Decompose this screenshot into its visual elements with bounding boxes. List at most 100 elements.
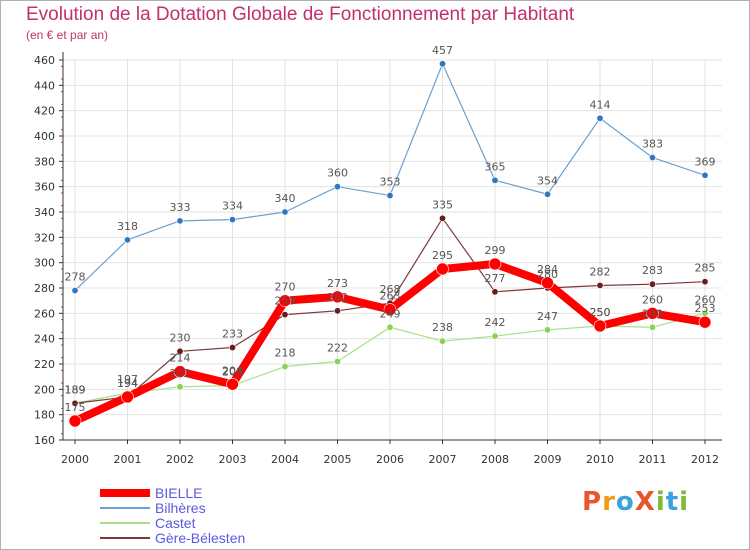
proxiti-logo: ProXiti	[582, 487, 690, 517]
data-label-bielle: 270	[275, 281, 296, 294]
data-point-bielle	[436, 262, 449, 276]
data-point-bielle	[383, 303, 397, 316]
data-label-bilh-res: 340	[275, 192, 296, 205]
data-label-g-re-b-lesten: 280	[537, 268, 558, 281]
x-tick-label: 2010	[586, 453, 614, 466]
data-point-g-re-b-lesten	[71, 399, 79, 407]
data-point-bielle	[593, 319, 607, 333]
data-label-castet: 189	[65, 383, 86, 396]
data-point-bilh-res	[648, 154, 656, 162]
data-label-bilh-res: 457	[432, 44, 453, 57]
data-point-castet	[281, 363, 289, 371]
data-label-castet: 260	[695, 293, 716, 306]
chart-subtitle: (en € et par an)	[26, 28, 109, 42]
data-label-bilh-res: 334	[222, 200, 243, 213]
data-label-g-re-b-lesten: 285	[695, 262, 716, 275]
data-point-bilh-res	[701, 171, 709, 179]
x-tick-label: 2011	[639, 453, 667, 466]
data-label-g-re-b-lesten: 189	[65, 383, 86, 396]
data-label-bielle: 214	[170, 352, 191, 365]
data-label-bilh-res: 414	[590, 98, 611, 111]
x-tick-label: 2009	[534, 453, 562, 466]
axes: 160 180 200 220 240 260 280 300 320 340 360 380 400 4…	[34, 52, 722, 466]
x-tick-label: 2006	[376, 453, 404, 466]
data-label-castet: 247	[537, 310, 558, 323]
data-point-bilh-res	[71, 287, 79, 295]
chart-title: Evolution de la Dotation Globale de Fonc…	[26, 4, 575, 25]
data-label-bilh-res: 360	[327, 167, 348, 180]
data-point-bielle	[646, 307, 659, 320]
y-tick-label: 440	[34, 79, 55, 92]
data-point-bilh-res	[124, 236, 132, 244]
data-point-bielle	[226, 377, 239, 391]
data-point-g-re-b-lesten	[333, 307, 341, 315]
data-point-g-re-b-lesten	[438, 214, 446, 222]
data-point-bielle	[331, 290, 344, 304]
y-tick-label: 260	[34, 307, 55, 320]
data-point-castet	[648, 323, 656, 331]
data-label-bilh-res: 383	[642, 138, 663, 151]
data-point-bielle	[488, 257, 502, 271]
x-tick-label: 2008	[481, 453, 509, 466]
data-point-bilh-res	[176, 217, 184, 225]
data-label-g-re-b-lesten: 262	[327, 291, 348, 304]
data-point-castet	[438, 337, 446, 345]
y-tick-label: 220	[34, 358, 55, 371]
x-tick-label: 2004	[271, 453, 299, 466]
data-label-bielle: 284	[537, 263, 558, 276]
data-label-castet: 238	[432, 321, 453, 334]
data-label-bielle: 194	[117, 377, 138, 390]
data-point-castet	[491, 332, 499, 340]
data-point-castet	[176, 383, 184, 391]
series-lines	[68, 60, 712, 428]
x-tick-label: 2000	[61, 453, 89, 466]
y-tick-label: 200	[34, 383, 55, 396]
data-label-castet: 250	[590, 306, 611, 319]
data-point-g-re-b-lesten	[281, 311, 289, 319]
data-label-g-re-b-lesten: 277	[485, 272, 506, 285]
data-label-bielle: 273	[327, 277, 348, 290]
x-tick-label: 2012	[691, 453, 719, 466]
data-point-g-re-b-lesten	[176, 347, 184, 355]
data-label-castet: 197	[117, 373, 138, 386]
data-point-bilh-res	[543, 190, 551, 198]
y-tick-label: 320	[34, 231, 55, 244]
data-label-bielle: 175	[65, 401, 86, 414]
data-label-castet: 242	[485, 316, 506, 329]
data-point-g-re-b-lesten	[491, 288, 499, 296]
data-point-bilh-res	[333, 183, 341, 191]
grid	[63, 59, 722, 441]
data-point-castet	[543, 326, 551, 334]
data-label-g-re-b-lesten: 283	[642, 264, 663, 277]
y-tick-label: 420	[34, 105, 55, 118]
data-label-bielle: 253	[695, 302, 716, 315]
data-label-castet: 249	[642, 307, 663, 320]
data-label-castet: 202	[170, 367, 191, 380]
data-label-bilh-res: 333	[170, 201, 191, 214]
data-labels: 278 318 333 334 340 360 353 457 365 354 414 383 369 1…	[65, 44, 716, 414]
data-point-bielle	[541, 276, 554, 290]
data-point-bielle	[121, 390, 134, 404]
x-tick-label: 2002	[166, 453, 194, 466]
data-label-g-re-b-lesten: 282	[590, 265, 611, 278]
y-tick-label: 300	[34, 257, 55, 270]
y-tick-label: 180	[34, 409, 55, 422]
y-tick-label: 340	[34, 206, 55, 219]
y-tick-label: 280	[34, 282, 55, 295]
x-tick-label: 2007	[429, 453, 457, 466]
data-point-bielle	[698, 315, 712, 329]
data-label-bielle: 260	[642, 293, 663, 306]
data-label-g-re-b-lesten: 230	[170, 331, 191, 344]
data-label-castet: 203	[222, 366, 243, 379]
y-tick-label: 240	[34, 333, 55, 346]
data-label-bilh-res: 318	[117, 220, 138, 233]
data-point-castet	[386, 323, 394, 331]
data-point-g-re-b-lesten	[648, 280, 656, 288]
data-point-castet	[333, 357, 341, 365]
data-label-castet: 218	[275, 347, 296, 360]
data-point-g-re-b-lesten	[596, 281, 604, 289]
y-tick-label: 160	[34, 434, 55, 447]
data-label-bilh-res: 278	[65, 271, 86, 284]
